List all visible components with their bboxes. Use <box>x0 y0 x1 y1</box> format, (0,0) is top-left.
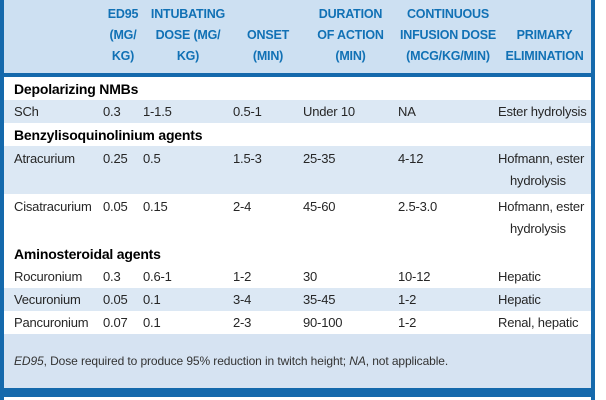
footnote-term-ed95: ED95 <box>14 354 44 368</box>
intubating-dose-value: 0.6-1 <box>143 269 172 284</box>
elimination-value: Renal, hepatic <box>498 315 579 330</box>
onset-value: 3-4 <box>233 292 252 307</box>
intubating-dose-value: 0.5 <box>143 151 161 166</box>
duration-value: 25-35 <box>303 151 336 166</box>
footnote-text: ED95, Dose required to produce 95% reduc… <box>14 354 448 368</box>
footnote-definition-na: , not applicable. <box>365 354 449 368</box>
ed95-value: 0.05 <box>103 199 128 214</box>
ed95-value: 0.25 <box>103 151 128 166</box>
elimination-value: Hepatic <box>498 269 541 284</box>
section-header-aminosteroidal: Aminosteroidal agents <box>14 246 161 262</box>
onset-value: 2-4 <box>233 199 252 214</box>
intubating-dose-value: 1-1.5 <box>143 104 172 119</box>
duration-value: 35-45 <box>303 292 336 307</box>
table-row: Pancuronium 0.07 0.1 2-3 90-100 1-2 Rena… <box>4 311 591 334</box>
infusion-dose-value: 2.5-3.0 <box>398 199 438 214</box>
table-body: Depolarizing NMBs SCh 0.3 1-1.5 0.5-1 Un… <box>4 77 591 334</box>
ed95-value: 0.3 <box>103 269 121 284</box>
table-row: Cisatracurium 0.05 0.15 2-4 45-60 2.5-3.… <box>4 194 591 242</box>
section-header-benzylisoquinolinium: Benzylisoquinolinium agents <box>14 127 203 143</box>
onset-value: 1.5-3 <box>233 151 262 166</box>
table-row: Vecuronium 0.05 0.1 3-4 35-45 1-2 Hepati… <box>4 288 591 311</box>
footnote-term-na: NA <box>349 354 366 368</box>
drug-name: Atracurium <box>14 151 75 166</box>
intubating-dose-value: 0.15 <box>143 199 168 214</box>
duration-value: 45-60 <box>303 199 336 214</box>
section-header-depolarizing: Depolarizing NMBs <box>14 81 139 97</box>
duration-value: Under 10 <box>303 104 355 119</box>
column-header-infusion-dose: CONTINUOUS INFUSION DOSE (MCG/KG/MIN) <box>399 7 497 63</box>
drug-name: Vecuronium <box>14 292 81 307</box>
drug-name: Pancuronium <box>14 315 89 330</box>
onset-value: 2-3 <box>233 315 252 330</box>
drug-name: Rocuronium <box>14 269 83 284</box>
bottom-border-bar <box>4 388 591 397</box>
infusion-dose-value: NA <box>398 104 416 119</box>
infusion-dose-value: 10-12 <box>398 269 431 284</box>
duration-value: 90-100 <box>303 315 343 330</box>
column-header-onset: ONSET (MIN) <box>246 28 290 63</box>
elimination-value: Hepatic <box>498 292 541 307</box>
header-divider-rule <box>4 73 591 77</box>
table-header-row: ED95 (MG/ KG) INTUBATING DOSE (MG/ KG) O… <box>4 0 591 73</box>
table-row: Rocuronium 0.3 0.6-1 1-2 30 10-12 Hepati… <box>4 265 591 288</box>
table-row: SCh 0.3 1-1.5 0.5-1 Under 10 NA Ester hy… <box>4 100 591 123</box>
elimination-value: Ester hydrolysis <box>498 104 587 119</box>
table-footnote: ED95, Dose required to produce 95% reduc… <box>4 334 591 388</box>
column-header-ed95: ED95 (MG/ KG) <box>107 7 139 63</box>
ed95-value: 0.07 <box>103 315 128 330</box>
onset-value: 1-2 <box>233 269 252 284</box>
drug-name: Cisatracurium <box>14 199 92 214</box>
drug-name: SCh <box>14 104 39 119</box>
footnote-definition-ed95: , Dose required to produce 95% reduction… <box>43 354 350 368</box>
column-header-intubating-dose: INTUBATING DOSE (MG/ KG) <box>150 7 226 63</box>
infusion-dose-value: 4-12 <box>398 151 424 166</box>
ed95-value: 0.3 <box>103 104 121 119</box>
onset-value: 0.5-1 <box>233 104 262 119</box>
infusion-dose-value: 1-2 <box>398 315 417 330</box>
column-header-duration: DURATION OF ACTION (MIN) <box>317 7 384 63</box>
column-header-elimination: PRIMARY ELIMINATION <box>505 28 584 63</box>
intubating-dose-value: 0.1 <box>143 292 161 307</box>
ed95-value: 0.05 <box>103 292 128 307</box>
elimination-value: Hofmann, ester hydrolysis <box>498 199 585 236</box>
infusion-dose-value: 1-2 <box>398 292 417 307</box>
elimination-value: Hofmann, ester hydrolysis <box>498 151 585 188</box>
table-row: Atracurium 0.25 0.5 1.5-3 25-35 4-12 Hof… <box>4 146 591 194</box>
duration-value: 30 <box>303 269 318 284</box>
intubating-dose-value: 0.1 <box>143 315 161 330</box>
